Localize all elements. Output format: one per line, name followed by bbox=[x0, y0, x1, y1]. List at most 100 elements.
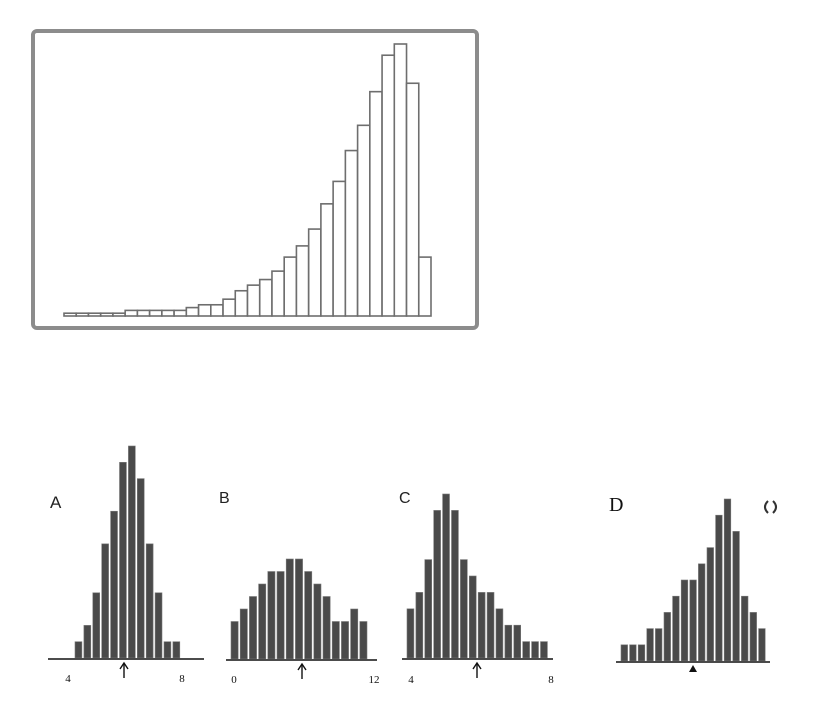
panel-a-xtick-right: 8 bbox=[179, 673, 185, 685]
panel-d-bar bbox=[620, 644, 628, 662]
top-histogram-bar bbox=[344, 149, 359, 317]
top-histogram-bar bbox=[393, 43, 408, 317]
panel-b-bar bbox=[313, 583, 322, 660]
top-histogram-bar bbox=[283, 256, 298, 317]
panel-c-bar bbox=[406, 608, 415, 659]
top-histogram-bar bbox=[99, 312, 114, 317]
panel-d-bar bbox=[758, 628, 766, 662]
panel-d-bar bbox=[689, 579, 697, 662]
panel-d-marker-arrow-icon bbox=[689, 665, 697, 672]
panel-b-bar bbox=[276, 571, 285, 660]
panel-d-bar bbox=[672, 595, 680, 662]
panel-a-bar bbox=[101, 543, 109, 659]
top-histogram-bar bbox=[136, 309, 151, 317]
top-histogram-bar bbox=[148, 309, 163, 317]
panel-b-bar bbox=[322, 596, 331, 660]
panel-a-bar bbox=[154, 592, 163, 659]
top-histogram-bar bbox=[295, 245, 310, 317]
panel-d-bar bbox=[646, 628, 654, 662]
panel-c-bar bbox=[513, 624, 521, 659]
top-histogram-bar bbox=[381, 54, 396, 317]
panel-a-bar bbox=[74, 641, 83, 659]
top-histogram-bar bbox=[161, 309, 175, 317]
panel-b-bar bbox=[285, 558, 294, 660]
panel-c-bar bbox=[540, 641, 548, 659]
panel-a-bar bbox=[172, 641, 181, 659]
panel-a-bar bbox=[163, 641, 172, 659]
panel-c-xtick-left: 4 bbox=[408, 674, 414, 686]
top-histogram-bar bbox=[320, 203, 334, 317]
panel-b-bar bbox=[341, 621, 349, 660]
panel-d-cropped-glyph-icon bbox=[764, 500, 777, 514]
panel-d-label: D bbox=[609, 494, 623, 516]
top-histogram-bar bbox=[356, 124, 371, 317]
histogram-panel-a: A 4 8 bbox=[48, 445, 204, 685]
panel-c-marker-arrow-icon bbox=[472, 661, 482, 678]
panel-a-bar bbox=[119, 462, 127, 659]
panel-b-bar bbox=[304, 571, 313, 660]
panel-a-bar bbox=[92, 592, 101, 659]
panel-b-bar bbox=[295, 558, 303, 660]
panel-b-marker-arrow-icon bbox=[297, 662, 307, 679]
panel-c-bar bbox=[477, 592, 486, 659]
panel-c-bar bbox=[415, 592, 424, 659]
panel-d-bar bbox=[637, 644, 646, 662]
panel-c-bar bbox=[442, 493, 450, 659]
panel-c-bar bbox=[486, 592, 495, 659]
panel-d-bar bbox=[723, 498, 732, 662]
panel-d-bar bbox=[698, 563, 706, 662]
top-histogram-bar bbox=[271, 270, 286, 317]
panel-b-bar bbox=[331, 621, 340, 660]
top-histogram-bar bbox=[417, 256, 432, 317]
panel-d-bar bbox=[749, 612, 757, 662]
panel-a-bar bbox=[137, 478, 145, 659]
panel-c-bar bbox=[433, 510, 441, 659]
panel-b-bar bbox=[359, 621, 368, 660]
panel-c-bar bbox=[522, 641, 530, 659]
top-histogram-bar bbox=[258, 278, 273, 317]
panel-c-bar bbox=[468, 575, 477, 659]
panel-c-bar bbox=[451, 510, 459, 659]
panel-c-bar bbox=[495, 608, 504, 659]
top-histogram-frame bbox=[31, 29, 479, 330]
panel-b-bar bbox=[267, 571, 276, 660]
panel-b-xtick-left: 0 bbox=[231, 674, 237, 686]
panel-b-bar bbox=[249, 596, 257, 660]
panel-c-xtick-right: 8 bbox=[548, 674, 554, 686]
top-histogram-panel bbox=[31, 29, 479, 330]
top-histogram-bar bbox=[246, 284, 261, 317]
top-histogram-bar bbox=[405, 82, 420, 317]
panel-c-bar bbox=[460, 559, 468, 659]
panel-d-bar bbox=[655, 628, 663, 662]
panel-d-bar bbox=[741, 595, 749, 662]
top-histogram-bar bbox=[234, 289, 249, 317]
top-histogram-bar bbox=[112, 312, 126, 317]
panel-a-label: A bbox=[50, 493, 62, 512]
panel-d-bar bbox=[680, 579, 689, 662]
top-histogram-bar bbox=[332, 180, 347, 317]
top-histogram-bar bbox=[75, 312, 90, 317]
panel-a-xtick-left: 4 bbox=[65, 673, 71, 685]
top-histogram-bar bbox=[185, 306, 200, 317]
top-histogram-bar bbox=[87, 312, 102, 317]
panel-d-bar bbox=[732, 531, 740, 662]
panel-b-bar bbox=[258, 583, 267, 660]
panel-d-bar bbox=[663, 612, 671, 662]
panel-d-bar bbox=[715, 514, 723, 662]
panel-a-bar bbox=[128, 445, 136, 659]
panel-a-marker-arrow-icon bbox=[119, 661, 129, 678]
top-histogram-bar bbox=[307, 228, 322, 317]
panel-a-bar bbox=[83, 625, 92, 659]
panel-b-label: B bbox=[219, 490, 230, 507]
histogram-panel-d: D bbox=[609, 494, 777, 672]
panel-c-bar bbox=[504, 624, 513, 659]
panel-d-bar bbox=[706, 547, 714, 662]
top-histogram-bar bbox=[197, 303, 212, 317]
panel-b-bar bbox=[350, 608, 359, 660]
panel-d-bar bbox=[629, 644, 637, 662]
histogram-panel-b: B 0 12 bbox=[219, 490, 380, 686]
top-histogram-bar bbox=[124, 309, 139, 317]
top-histogram-bar bbox=[173, 309, 188, 317]
panel-a-bar bbox=[110, 510, 118, 659]
